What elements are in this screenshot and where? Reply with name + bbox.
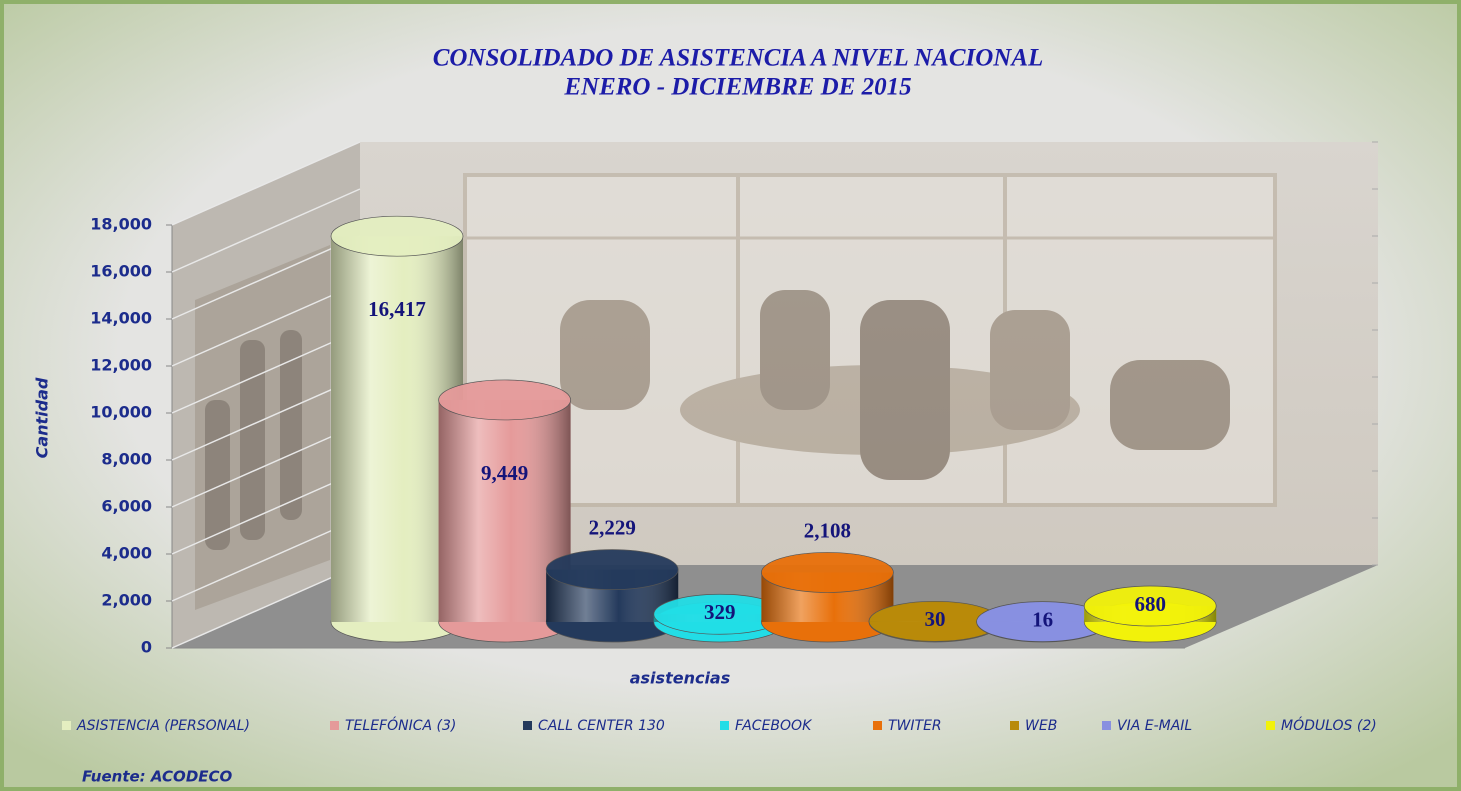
cylinder: 2,229 — [545, 515, 679, 643]
grid-line — [171, 329, 361, 414]
side-picture — [195, 245, 330, 610]
legend-swatch — [330, 721, 339, 730]
y-tick-label: 2,000 — [101, 591, 152, 610]
cylinder: 329 — [653, 593, 787, 643]
cylinder: 680 — [1083, 585, 1217, 643]
value-label: 30 — [925, 607, 946, 631]
y-tick-label: 0 — [141, 638, 152, 657]
legend-label: VIA E-MAIL — [1117, 718, 1192, 734]
legend-label: WEB — [1025, 718, 1057, 734]
legend-swatch — [1102, 721, 1111, 730]
grid-line — [171, 141, 361, 226]
legend-swatch — [1266, 721, 1275, 730]
value-label: 2,108 — [804, 518, 851, 542]
chart-subtitle: ENERO - DICIEMBRE DE 2015 — [563, 74, 911, 101]
y-tick-label: 6,000 — [101, 497, 152, 516]
legend-swatch — [523, 721, 532, 730]
value-label: 329 — [704, 600, 736, 624]
grid-line — [171, 282, 361, 367]
legend-label: ASISTENCIA (PERSONAL) — [76, 718, 250, 734]
y-tick-label: 18,000 — [90, 215, 152, 234]
cylinder: 30 — [868, 600, 1002, 643]
legend-swatch — [873, 721, 882, 730]
grid-line — [171, 423, 361, 508]
value-label: 9,449 — [481, 461, 528, 485]
legend-swatch — [62, 721, 71, 730]
y-tick-label: 12,000 — [90, 356, 152, 375]
cylinder-top — [438, 379, 571, 421]
chart-title: CONSOLIDADO DE ASISTENCIA A NIVEL NACION… — [433, 45, 1044, 72]
y-tick-label: 4,000 — [101, 544, 152, 563]
y-tick-label: 8,000 — [101, 450, 152, 469]
legend-label: FACEBOOK — [735, 718, 813, 734]
grid-line — [171, 235, 361, 320]
cylinder: 9,449 — [438, 379, 571, 643]
cylinder-top — [545, 549, 679, 590]
legend-label: TELEFÓNICA (3) — [345, 716, 456, 734]
legend-swatch — [1010, 721, 1019, 730]
legend-label: TWITER — [888, 718, 942, 734]
value-label: 2,229 — [589, 515, 636, 539]
grid-line — [171, 188, 361, 273]
x-axis-label: asistencias — [630, 669, 731, 688]
source: Fuente: ACODECO — [82, 768, 233, 786]
grid-line — [171, 470, 361, 555]
value-label: 16 — [1032, 607, 1053, 631]
grid-line — [171, 376, 361, 461]
y-tick-label: 14,000 — [90, 309, 152, 328]
cylinder: 16 — [976, 601, 1109, 643]
y-tick-label: 16,000 — [90, 262, 152, 281]
grid-line — [171, 564, 361, 649]
grid-line — [171, 517, 361, 602]
cylinder: 2,108 — [761, 518, 894, 643]
y-tick-label: 10,000 — [90, 403, 152, 422]
value-label: 16,417 — [368, 297, 426, 321]
y-axis-label: Cantidad — [33, 377, 52, 458]
legend-label: MÓDULOS (2) — [1281, 716, 1377, 734]
cylinder-top — [1083, 585, 1217, 627]
legend-label: CALL CENTER 130 — [538, 718, 665, 734]
cylinder-top — [761, 552, 894, 593]
wall-picture — [463, 173, 1277, 507]
value-label: 680 — [1134, 592, 1166, 616]
legend-swatch — [720, 721, 729, 730]
cylinder-top — [330, 215, 464, 257]
